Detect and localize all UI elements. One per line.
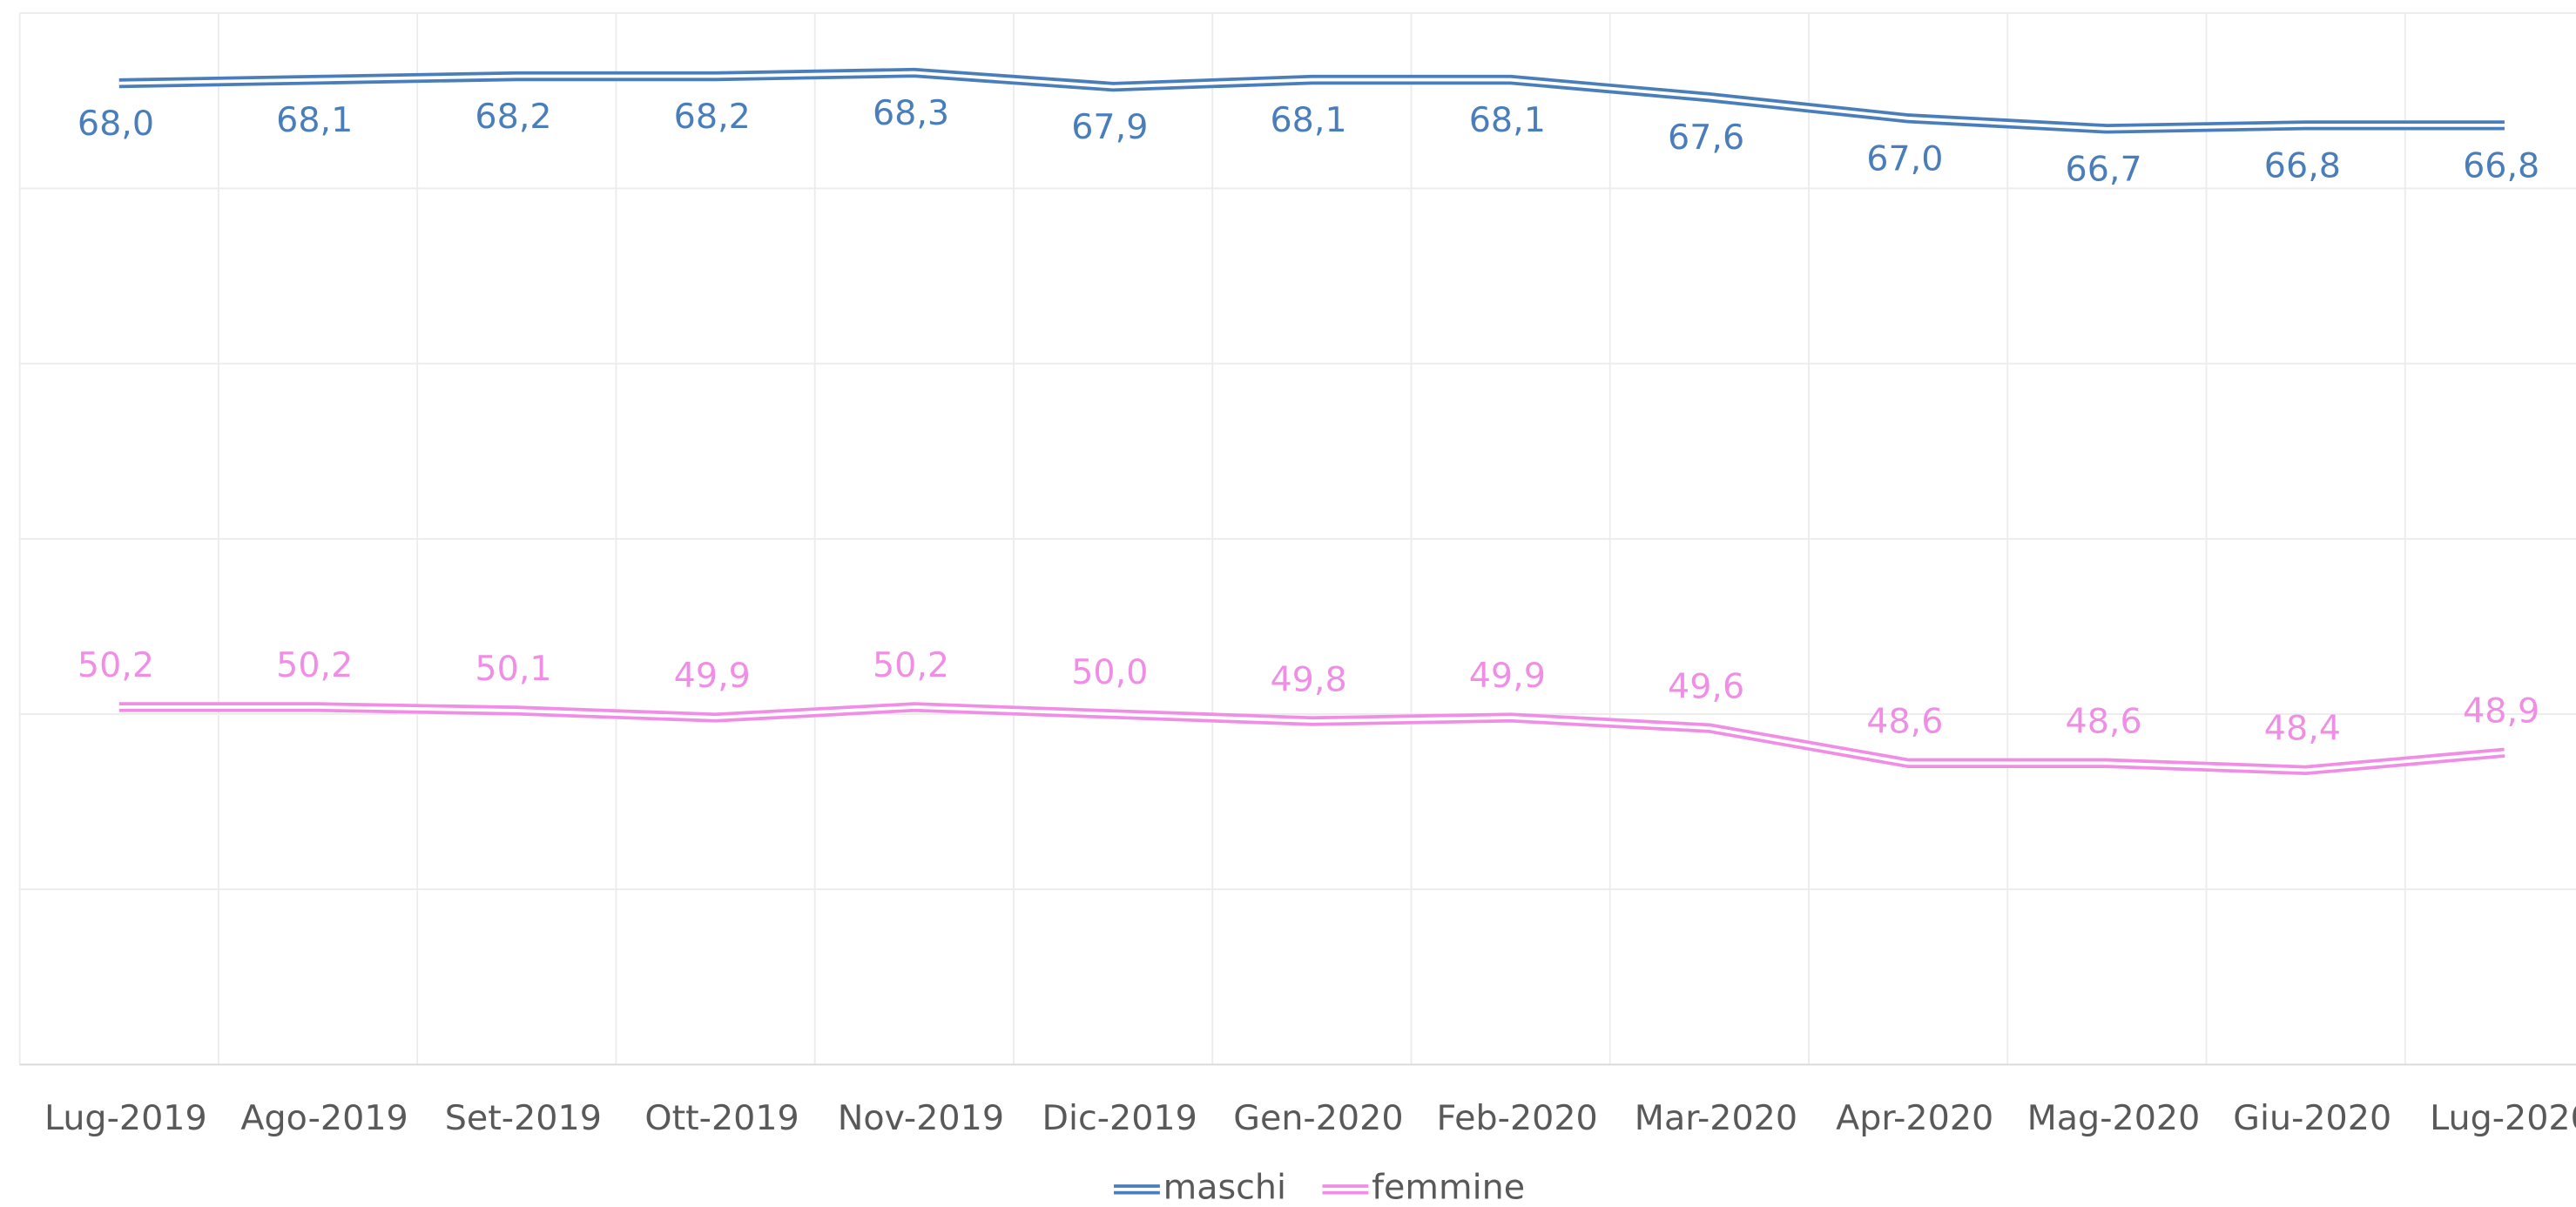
x-tick-label: Set-2019 — [445, 1098, 602, 1138]
data-label: 49,9 — [674, 656, 751, 696]
data-label: 49,6 — [1668, 666, 1744, 706]
data-label: 68,3 — [873, 93, 949, 133]
x-tick-label: Lug-2019 — [44, 1098, 207, 1138]
data-label: 48,6 — [2066, 702, 2142, 742]
data-label: 68,1 — [1270, 100, 1346, 140]
data-label: 48,4 — [2264, 709, 2341, 749]
x-tick-label: Feb-2020 — [1437, 1098, 1598, 1138]
legend-label: maschi — [1163, 1167, 1286, 1207]
data-label: 50,0 — [1071, 652, 1148, 692]
data-label: 66,8 — [2264, 145, 2341, 185]
data-label: 66,7 — [2066, 149, 2142, 189]
data-label: 68,2 — [674, 97, 751, 137]
x-tick-label: Ago-2019 — [240, 1098, 408, 1138]
data-label: 67,9 — [1071, 107, 1148, 147]
data-label: 68,0 — [78, 104, 154, 144]
legend-label: femmine — [1372, 1167, 1525, 1207]
x-tick-label: Mag-2020 — [2027, 1098, 2201, 1138]
data-label: 68,1 — [276, 100, 353, 140]
data-label: 68,2 — [475, 97, 551, 137]
data-label: 50,2 — [873, 645, 949, 685]
x-tick-label: Lug-2020 — [2430, 1098, 2576, 1138]
data-label: 48,6 — [1866, 702, 1943, 742]
x-tick-label: Ott-2019 — [644, 1098, 799, 1138]
x-tick-label: Apr-2020 — [1836, 1098, 1993, 1138]
x-tick-label: Nov-2019 — [838, 1098, 1004, 1138]
x-tick-label: Giu-2020 — [2233, 1098, 2391, 1138]
legend: maschi femmine — [1114, 1167, 1525, 1207]
data-label: 50,2 — [276, 645, 353, 685]
data-label: 50,2 — [78, 645, 154, 685]
data-label: 49,9 — [1469, 656, 1546, 696]
data-label: 50,1 — [475, 649, 551, 689]
data-label: 49,8 — [1270, 659, 1346, 699]
x-tick-label: Mar-2020 — [1635, 1098, 1797, 1138]
x-tick-label: Dic-2019 — [1042, 1098, 1197, 1138]
data-label: 68,1 — [1469, 100, 1546, 140]
series-line-inner — [118, 705, 2505, 772]
series-line-inner — [118, 71, 2505, 131]
x-tick-label: Gen-2020 — [1233, 1098, 1403, 1138]
data-label: 67,0 — [1866, 138, 1943, 179]
series-line — [118, 702, 2505, 776]
data-label: 66,8 — [2463, 145, 2539, 185]
data-label: 67,6 — [1668, 118, 1744, 158]
data-label: 48,9 — [2463, 691, 2539, 731]
